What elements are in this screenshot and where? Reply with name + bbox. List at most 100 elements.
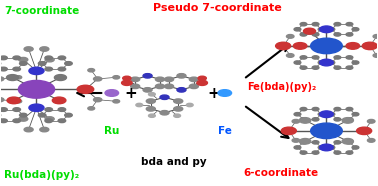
Circle shape (0, 113, 1, 117)
Circle shape (299, 118, 311, 123)
Circle shape (52, 97, 66, 104)
Circle shape (93, 77, 102, 81)
Circle shape (7, 97, 21, 104)
Text: Fe(bda)(py)₂: Fe(bda)(py)₂ (247, 82, 317, 92)
Circle shape (312, 33, 319, 36)
Circle shape (0, 77, 4, 81)
Circle shape (328, 113, 335, 116)
Circle shape (218, 90, 232, 96)
Circle shape (174, 107, 183, 111)
Circle shape (0, 62, 1, 65)
Circle shape (58, 119, 66, 123)
Circle shape (54, 75, 67, 81)
Circle shape (318, 113, 325, 116)
Circle shape (373, 54, 378, 57)
Circle shape (45, 108, 53, 111)
Circle shape (45, 57, 54, 62)
Circle shape (20, 113, 27, 117)
Text: Pseudo 7-coordinate: Pseudo 7-coordinate (153, 3, 282, 12)
Circle shape (174, 114, 181, 117)
Text: 7-coordinate: 7-coordinate (5, 6, 80, 16)
Circle shape (294, 28, 301, 31)
Text: Ru(bda)(py)₂: Ru(bda)(py)₂ (5, 170, 80, 180)
Text: Ru: Ru (104, 126, 119, 136)
Circle shape (38, 62, 46, 65)
Circle shape (29, 104, 44, 111)
Circle shape (300, 33, 307, 36)
Circle shape (146, 107, 155, 111)
Circle shape (189, 84, 198, 89)
Circle shape (299, 139, 311, 144)
Circle shape (149, 114, 155, 117)
Circle shape (320, 59, 333, 66)
Circle shape (149, 93, 155, 96)
Circle shape (0, 67, 7, 71)
Circle shape (304, 28, 316, 34)
Circle shape (373, 35, 378, 38)
Circle shape (13, 56, 20, 60)
Circle shape (20, 62, 27, 65)
Circle shape (312, 151, 319, 154)
Circle shape (146, 99, 155, 103)
Circle shape (311, 123, 342, 139)
Circle shape (328, 61, 335, 64)
Circle shape (0, 56, 7, 60)
Circle shape (189, 77, 198, 81)
Circle shape (105, 90, 119, 96)
Circle shape (334, 151, 341, 154)
Circle shape (24, 127, 33, 132)
Circle shape (320, 144, 333, 151)
Circle shape (346, 56, 353, 59)
Circle shape (131, 84, 140, 89)
Circle shape (352, 28, 359, 31)
Circle shape (346, 33, 353, 36)
Circle shape (320, 111, 333, 118)
Circle shape (174, 99, 183, 103)
Circle shape (131, 77, 140, 81)
Circle shape (198, 76, 206, 80)
Circle shape (0, 108, 7, 111)
Circle shape (300, 151, 307, 154)
Circle shape (294, 61, 301, 64)
Circle shape (58, 67, 66, 71)
Circle shape (0, 119, 7, 123)
Circle shape (292, 139, 300, 142)
Circle shape (328, 146, 335, 149)
Circle shape (334, 108, 341, 111)
Circle shape (113, 100, 119, 103)
Circle shape (13, 108, 20, 111)
Circle shape (318, 61, 325, 64)
Circle shape (334, 56, 341, 59)
Circle shape (19, 117, 28, 121)
Circle shape (342, 139, 353, 144)
Text: Fe: Fe (218, 126, 232, 136)
Circle shape (346, 151, 353, 154)
Circle shape (160, 110, 169, 115)
Circle shape (45, 56, 53, 60)
Circle shape (38, 113, 46, 117)
Circle shape (294, 113, 301, 116)
Circle shape (318, 146, 325, 149)
Text: +: + (124, 86, 137, 100)
Circle shape (356, 127, 372, 134)
Circle shape (40, 47, 49, 51)
Circle shape (312, 66, 319, 69)
Circle shape (160, 95, 169, 100)
Circle shape (312, 23, 319, 26)
Circle shape (88, 107, 94, 110)
Circle shape (287, 54, 294, 57)
Circle shape (362, 42, 377, 50)
Circle shape (334, 66, 341, 69)
Circle shape (15, 76, 22, 79)
Circle shape (346, 23, 353, 26)
Circle shape (346, 66, 353, 69)
Circle shape (367, 139, 375, 142)
Circle shape (346, 141, 353, 144)
Circle shape (19, 81, 54, 98)
Circle shape (177, 74, 186, 78)
Circle shape (13, 67, 20, 71)
Circle shape (45, 117, 54, 121)
Circle shape (334, 118, 341, 121)
Circle shape (24, 47, 33, 51)
Circle shape (287, 35, 294, 38)
